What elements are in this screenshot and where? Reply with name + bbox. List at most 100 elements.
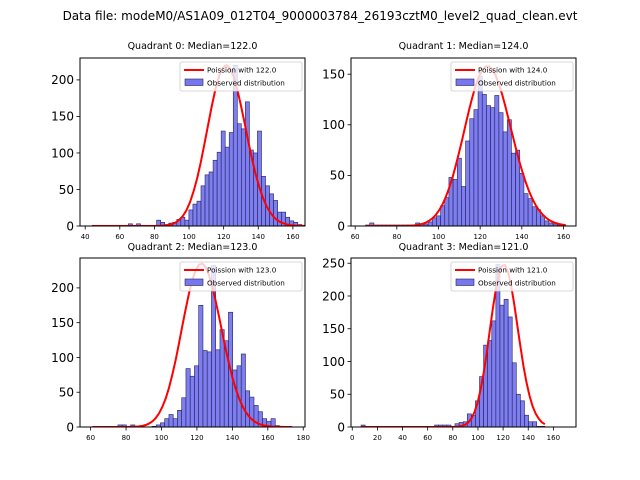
histogram-bar bbox=[270, 418, 276, 427]
x-tick-label: 80 bbox=[392, 233, 401, 241]
histogram-bar bbox=[189, 375, 195, 427]
histogram-bar bbox=[216, 151, 222, 226]
histogram-bar bbox=[477, 75, 483, 226]
x-tick-label: 140 bbox=[226, 434, 239, 442]
histogram-bar bbox=[220, 130, 226, 226]
histogram-bar bbox=[184, 219, 190, 226]
y-tick-label: 100 bbox=[51, 146, 74, 160]
x-tick-label: 40 bbox=[81, 233, 90, 241]
histogram-bar bbox=[461, 186, 466, 226]
histogram-bar bbox=[506, 119, 512, 226]
y-tick-label: 150 bbox=[322, 322, 345, 336]
histogram-bar bbox=[192, 203, 198, 226]
histogram-bar bbox=[507, 316, 513, 427]
legend-box bbox=[450, 61, 574, 92]
histogram-bar bbox=[185, 368, 191, 427]
histogram-bar bbox=[524, 414, 529, 427]
x-tick-label: 20 bbox=[373, 434, 382, 442]
histogram-bar bbox=[473, 109, 479, 226]
axes-frame bbox=[350, 257, 577, 428]
panel-quadrant-1: Quadrant 1: Median=124.0 0 50 100 150 60 80 10… bbox=[322, 41, 577, 241]
histogram-bar bbox=[202, 350, 208, 427]
legend-line-label: Poission with 122.0 bbox=[207, 66, 277, 75]
panel-quadrant-0: Quadrant 0: Median=122.0 0 50 100 150 200 40 6… bbox=[51, 41, 310, 241]
histogram-bar bbox=[228, 132, 234, 226]
x-tick-label: 100 bbox=[471, 434, 484, 442]
histogram-bar bbox=[502, 131, 508, 226]
legend-box bbox=[450, 261, 574, 292]
histogram-bar bbox=[208, 171, 214, 226]
y-tick-label: 50 bbox=[59, 183, 74, 197]
histogram-bar bbox=[444, 197, 450, 226]
legend-bar-label: Observed distribution bbox=[478, 79, 556, 88]
legend-bar-swatch bbox=[184, 278, 204, 286]
histogram-bar bbox=[486, 105, 491, 226]
histogram-bar bbox=[544, 220, 550, 226]
y-tick-label: 50 bbox=[330, 388, 345, 402]
x-tick-label: 40 bbox=[398, 434, 407, 442]
histogram-bar bbox=[490, 107, 496, 226]
panel-title: Quadrant 1: Median=124.0 bbox=[399, 41, 529, 52]
histogram-bar bbox=[224, 146, 230, 226]
legend-bar-label: Observed distribution bbox=[207, 79, 285, 88]
histogram-bar bbox=[503, 298, 509, 427]
histogram-bar bbox=[498, 112, 504, 226]
x-tick-label: 100 bbox=[155, 434, 168, 442]
histogram-bar bbox=[204, 174, 210, 226]
legend: Poission with 121.0 Observed distribution bbox=[450, 261, 574, 292]
figure-suptitle: Data file: modeM0/AS1A09_012T04_90000037… bbox=[63, 9, 578, 23]
histogram-bar bbox=[172, 418, 178, 427]
y-tick-label: 100 bbox=[322, 118, 345, 132]
histogram-bar bbox=[273, 200, 278, 226]
y-tick-label: 0 bbox=[337, 219, 345, 233]
legend-line-label: Poission with 123.0 bbox=[207, 266, 277, 275]
y-tick-label: 100 bbox=[322, 355, 345, 369]
histogram-bar bbox=[198, 304, 204, 427]
x-tick-label: 0 bbox=[350, 434, 354, 442]
histogram-bar bbox=[241, 128, 246, 226]
legend-bar-label: Observed distribution bbox=[207, 279, 285, 288]
histogram-bar bbox=[523, 193, 529, 226]
histogram-bar bbox=[128, 223, 133, 226]
axes-frame bbox=[79, 257, 306, 428]
legend-line-label: Poission with 124.0 bbox=[478, 66, 548, 75]
histogram-bar bbox=[219, 329, 225, 427]
y-tick-label: 150 bbox=[51, 110, 74, 124]
histogram-bar bbox=[527, 198, 533, 226]
histogram-bar bbox=[249, 396, 255, 427]
axes-frame bbox=[350, 57, 577, 227]
y-tick-label: 0 bbox=[66, 219, 74, 233]
panel-title: Quadrant 3: Median=121.0 bbox=[399, 242, 529, 253]
histogram-bar bbox=[532, 421, 538, 427]
histogram-bar bbox=[212, 159, 218, 226]
y-tick-label: 0 bbox=[66, 420, 74, 434]
x-tick-label: 160 bbox=[557, 233, 570, 241]
histogram-bar bbox=[206, 351, 212, 427]
x-tick-label: 120 bbox=[473, 233, 486, 241]
legend-bar-swatch bbox=[455, 78, 475, 86]
histogram-bar bbox=[277, 211, 282, 226]
poisson-curve bbox=[92, 63, 305, 226]
histogram-bar bbox=[136, 223, 141, 226]
histogram-bar bbox=[519, 173, 525, 226]
panel-quadrant-2: Quadrant 2: Median=123.0 0 50 100 150 200 60 8… bbox=[51, 242, 310, 442]
histogram-bar bbox=[520, 400, 525, 427]
histogram-bar bbox=[269, 193, 274, 226]
x-tick-label: 140 bbox=[522, 434, 535, 442]
histogram-bar bbox=[452, 179, 458, 226]
histogram-bars bbox=[117, 265, 280, 427]
legend-box bbox=[179, 61, 303, 92]
histogram-bar bbox=[177, 410, 182, 427]
legend-line-label: Poission with 121.0 bbox=[478, 266, 548, 275]
histogram-bar bbox=[499, 304, 505, 427]
histogram-bar bbox=[306, 225, 310, 226]
histogram-bar bbox=[181, 397, 187, 427]
histogram-bar bbox=[456, 157, 462, 226]
histogram-bar bbox=[168, 414, 174, 427]
histogram-bar bbox=[531, 206, 537, 226]
histogram-bar bbox=[215, 349, 221, 427]
axes-frame bbox=[79, 57, 306, 227]
x-tick-label: 140 bbox=[252, 233, 265, 241]
histogram-bar bbox=[196, 200, 202, 226]
x-tick-label: 140 bbox=[515, 233, 528, 241]
